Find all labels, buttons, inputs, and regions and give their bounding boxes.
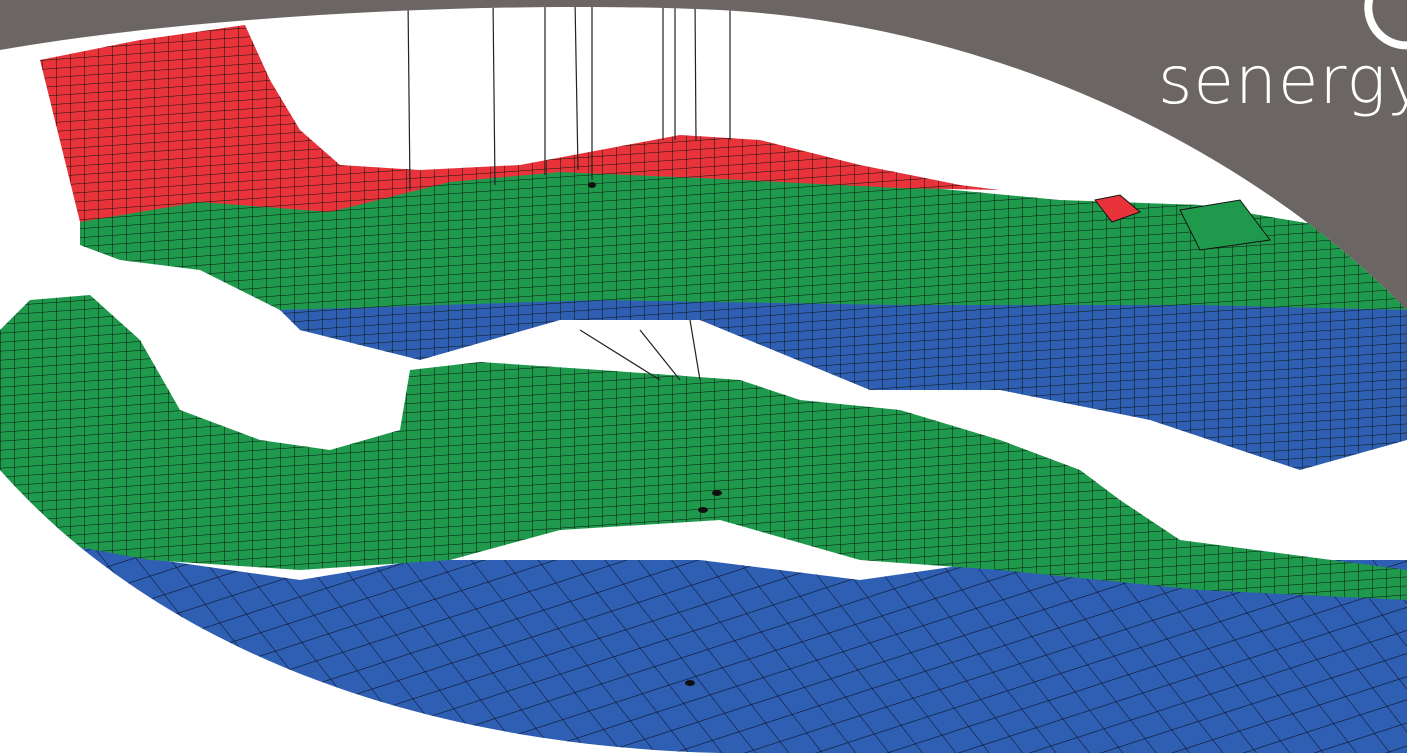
header-band [0, 0, 1407, 310]
lower-blue-mesh [0, 470, 1407, 753]
wells [407, 6, 731, 381]
logo-text: senergy [1158, 42, 1407, 119]
upper-blue-mesh [270, 295, 1407, 470]
red-patch [1094, 194, 1141, 223]
well-markers [588, 182, 722, 686]
lower-green-mesh [0, 295, 1407, 600]
green-peak [1179, 199, 1271, 251]
logo-mark [1364, 0, 1407, 50]
upper-green-mesh [80, 170, 1407, 310]
upper-red-mesh [40, 25, 1000, 222]
